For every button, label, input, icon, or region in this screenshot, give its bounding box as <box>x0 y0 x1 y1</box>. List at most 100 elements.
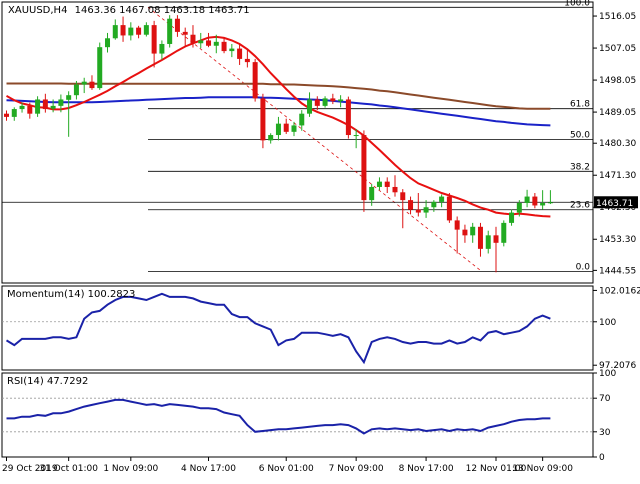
candle-body <box>27 105 33 114</box>
rsi-header: RSI(14) 47.7292 <box>7 376 89 387</box>
candle <box>322 96 328 108</box>
candle-body <box>299 113 305 126</box>
candle-body <box>81 81 87 85</box>
candle <box>392 175 398 197</box>
candle <box>151 20 157 68</box>
x-tick-label: 31 Oct 01:00 <box>39 464 98 474</box>
candle <box>314 96 320 111</box>
price-tick-label: 1453.30 <box>599 235 636 245</box>
fib-label: 61.8 <box>570 100 590 110</box>
candle <box>167 15 173 48</box>
candle <box>58 94 64 113</box>
rsi-tick-label: 70 <box>599 394 611 404</box>
candle <box>477 222 483 257</box>
candle <box>501 220 507 247</box>
candle <box>174 15 180 37</box>
candle-body <box>454 220 460 230</box>
candle-body <box>408 200 414 210</box>
candle <box>159 40 165 60</box>
rsi-line <box>6 398 551 435</box>
fib-label: 38.2 <box>570 162 590 172</box>
candle-body <box>400 192 406 201</box>
candle <box>376 177 382 191</box>
price-tick-label: 1489.05 <box>599 108 636 118</box>
candle-body <box>330 98 336 102</box>
candle <box>229 43 235 58</box>
candle <box>299 110 305 131</box>
candle-body <box>42 99 48 110</box>
candle-body <box>415 209 421 213</box>
candle <box>11 107 17 121</box>
candle-body <box>143 25 149 35</box>
x-tick-label: 7 Nov 09:00 <box>329 464 384 474</box>
candle <box>275 116 281 141</box>
candle-body <box>493 235 499 243</box>
candle-body <box>439 196 445 202</box>
candle-body <box>260 98 266 141</box>
candle <box>268 133 274 144</box>
candle <box>291 121 297 137</box>
rsi-tick-label: 30 <box>599 428 611 438</box>
candle-body <box>182 31 188 35</box>
candle <box>446 193 452 223</box>
candle <box>353 128 359 149</box>
candle <box>105 32 111 53</box>
sma-fast-line <box>6 35 551 218</box>
candle-body <box>392 186 398 193</box>
candle <box>27 102 33 119</box>
current-price-tag <box>594 196 638 209</box>
x-tick-label: 4 Nov 17:00 <box>181 464 236 474</box>
candle <box>120 16 126 42</box>
candle <box>143 22 149 37</box>
candle-body <box>462 229 468 236</box>
candle <box>190 25 196 48</box>
candle <box>182 27 188 48</box>
candle <box>206 32 212 48</box>
candle-body <box>190 34 196 44</box>
candle-body <box>244 58 250 63</box>
price-tick-label: 1471.30 <box>599 171 636 181</box>
symbol-timeframe: XAUUSD,H4 <box>8 5 68 16</box>
candle-body <box>283 123 289 132</box>
candle-body <box>229 48 235 52</box>
fib-label: 23.6 <box>570 201 590 211</box>
momentum-line <box>5 292 551 365</box>
candle <box>400 189 406 229</box>
candle <box>462 224 468 243</box>
momentum-tick-label: 102.0162 <box>599 286 640 296</box>
candle-body <box>206 40 212 46</box>
x-tick-label: 6 Nov 01:00 <box>259 464 314 474</box>
candle <box>198 32 204 49</box>
candle-body <box>198 40 204 44</box>
candle-body <box>353 135 359 137</box>
rsi-tick-label: 100 <box>599 369 616 379</box>
candle <box>423 200 429 218</box>
candle-body <box>35 99 41 114</box>
candle <box>307 92 313 117</box>
candle <box>540 190 546 210</box>
candle <box>35 96 41 117</box>
price-tick-label: 1507.05 <box>599 44 636 54</box>
candle <box>454 216 460 254</box>
candle <box>221 37 227 54</box>
price-tick-label: 1444.55 <box>599 266 636 276</box>
candle <box>237 43 243 65</box>
candle-body <box>291 125 297 132</box>
candle <box>470 222 476 243</box>
candle-body <box>174 18 180 32</box>
candle <box>408 196 414 215</box>
candle <box>439 194 445 208</box>
candle <box>252 58 258 102</box>
current-price-label: 1463.71 <box>596 199 633 209</box>
candle-body <box>159 43 165 54</box>
candle-body <box>322 98 328 106</box>
candle <box>97 42 103 90</box>
candle-body <box>167 18 173 44</box>
candle <box>19 102 25 113</box>
price-tick-label: 1498.05 <box>599 76 636 86</box>
momentum-tick-label: 100 <box>599 318 616 328</box>
x-tick-label: 12 Nov 01:00 <box>466 464 527 474</box>
candle-body <box>338 99 344 102</box>
candle <box>516 200 522 217</box>
